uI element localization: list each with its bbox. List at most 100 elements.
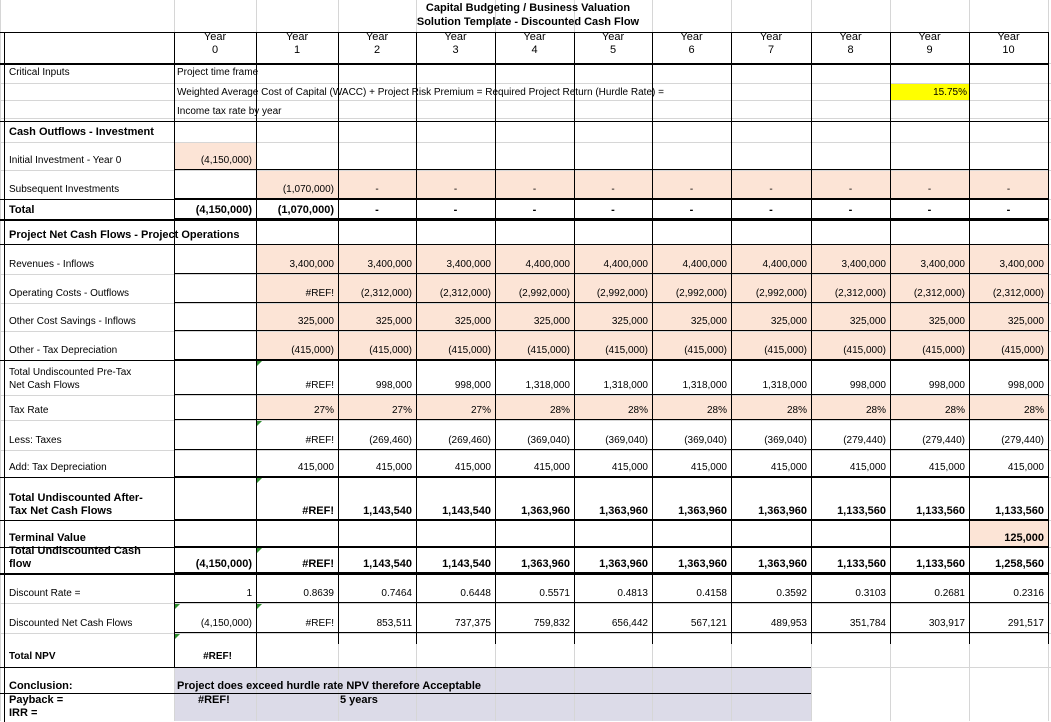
cell-taxrate-year-9[interactable]: 28%: [944, 405, 965, 416]
cell-discrate-year-3[interactable]: 0.6448: [460, 588, 491, 599]
cell-total-year-4[interactable]: -: [532, 204, 537, 216]
cell-taxes-year-9[interactable]: (279,440): [922, 435, 965, 446]
cell-savings-year-2[interactable]: 325,000: [375, 316, 412, 327]
cell-discrate-year-9[interactable]: 0.2681: [934, 588, 965, 599]
cell-opcosts-year-7[interactable]: (2,992,000): [755, 288, 807, 299]
cell-adddep-year-7[interactable]: 415,000: [770, 462, 807, 473]
cell-totalcash-year-1[interactable]: #REF!: [302, 558, 334, 570]
cell-taxes-year-5[interactable]: (369,040): [605, 435, 648, 446]
cell-taxes-year-8[interactable]: (279,440): [843, 435, 886, 446]
cell-discrate-year-0[interactable]: 1: [246, 588, 252, 599]
cell-discrate-year-4[interactable]: 0.5571: [539, 588, 570, 599]
cell-taxdep-year-3[interactable]: (415,000): [448, 345, 491, 356]
cell-aftertax-year-1[interactable]: #REF!: [302, 505, 334, 517]
total-npv-value[interactable]: #REF!: [203, 651, 232, 662]
cell-total-year-2[interactable]: -: [375, 204, 379, 216]
cell-taxdep-year-1[interactable]: (415,000): [291, 345, 334, 356]
cell-savings-year-1[interactable]: 325,000: [297, 316, 334, 327]
cell-totalcash-year-7[interactable]: 1,363,960: [758, 558, 807, 570]
cell-discrate-year-10[interactable]: 0.2316: [1013, 588, 1044, 599]
cell-revenues-year-8[interactable]: 3,400,000: [841, 259, 887, 270]
cell-revenues-year-6[interactable]: 4,400,000: [682, 259, 728, 270]
cell-discrate-year-1[interactable]: 0.8639: [303, 588, 334, 599]
cell-pretax-year-6[interactable]: 1,318,000: [682, 380, 728, 391]
cell-adddep-year-3[interactable]: 415,000: [454, 462, 491, 473]
cell-discounted-year-0[interactable]: (4,150,000): [200, 618, 252, 629]
cell-adddep-year-2[interactable]: 415,000: [375, 462, 412, 473]
cell-savings-year-5[interactable]: 325,000: [611, 316, 648, 327]
cell-revenues-year-7[interactable]: 4,400,000: [762, 259, 808, 270]
cell-taxes-year-7[interactable]: (369,040): [764, 435, 807, 446]
cell-totalcash-year-2[interactable]: 1,143,540: [363, 558, 412, 570]
cell-revenues-year-10[interactable]: 3,400,000: [999, 259, 1045, 270]
cell-adddep-year-10[interactable]: 415,000: [1007, 462, 1044, 473]
cell-pretax-year-10[interactable]: 998,000: [1007, 380, 1044, 391]
cell-subsequent-year-1[interactable]: (1,070,000): [282, 184, 334, 195]
cell-aftertax-year-8[interactable]: 1,133,560: [837, 505, 886, 517]
payback-value[interactable]: #REF!: [198, 694, 230, 706]
cell-taxdep-year-10[interactable]: (415,000): [1001, 345, 1044, 356]
cell-revenues-year-3[interactable]: 3,400,000: [446, 259, 492, 270]
cell-aftertax-year-5[interactable]: 1,363,960: [599, 505, 648, 517]
cell-taxes-year-3[interactable]: (269,460): [448, 435, 491, 446]
cell-pretax-year-9[interactable]: 998,000: [928, 380, 965, 391]
cell-total-year-5[interactable]: -: [611, 204, 615, 216]
cell-adddep-year-4[interactable]: 415,000: [533, 462, 570, 473]
cell-revenues-year-9[interactable]: 3,400,000: [920, 259, 966, 270]
cell-totalcash-year-8[interactable]: 1,133,560: [837, 558, 886, 570]
cell-taxes-year-2[interactable]: (269,460): [369, 435, 412, 446]
cell-revenues-year-2[interactable]: 3,400,000: [367, 259, 413, 270]
cell-adddep-year-6[interactable]: 415,000: [690, 462, 727, 473]
cell-revenues-year-4[interactable]: 4,400,000: [525, 259, 571, 270]
cell-savings-year-9[interactable]: 325,000: [928, 316, 965, 327]
cell-discounted-year-3[interactable]: 737,375: [454, 618, 491, 629]
hurdle-rate-value[interactable]: 15.75%: [933, 87, 967, 98]
cell-opcosts-year-3[interactable]: (2,312,000): [439, 288, 491, 299]
cell-savings-year-4[interactable]: 325,000: [533, 316, 570, 327]
cell-savings-year-3[interactable]: 325,000: [454, 316, 491, 327]
cell-total-year-1[interactable]: (1,070,000): [277, 204, 334, 216]
cell-taxes-year-4[interactable]: (369,040): [527, 435, 570, 446]
cell-totalcash-year-5[interactable]: 1,363,960: [599, 558, 648, 570]
cell-taxdep-year-9[interactable]: (415,000): [922, 345, 965, 356]
cell-taxrate-year-6[interactable]: 28%: [706, 405, 727, 416]
cell-discounted-year-8[interactable]: 351,784: [849, 618, 886, 629]
cell-subsequent-year-7[interactable]: -: [769, 184, 773, 195]
cell-taxdep-year-5[interactable]: (415,000): [605, 345, 648, 356]
cell-total-year-9[interactable]: -: [927, 204, 932, 216]
cell-aftertax-year-2[interactable]: 1,143,540: [363, 505, 412, 517]
cell-savings-year-8[interactable]: 325,000: [849, 316, 886, 327]
cell-discounted-year-6[interactable]: 567,121: [690, 618, 727, 629]
cell-discrate-year-6[interactable]: 0.4158: [696, 588, 727, 599]
cell-pretax-year-1[interactable]: #REF!: [305, 380, 334, 391]
cell-taxrate-year-5[interactable]: 28%: [627, 405, 648, 416]
cell-discounted-year-2[interactable]: 853,511: [376, 618, 412, 629]
cell-aftertax-year-7[interactable]: 1,363,960: [758, 505, 807, 517]
cell-subsequent-year-9[interactable]: -: [927, 184, 932, 195]
cell-opcosts-year-2[interactable]: (2,312,000): [360, 288, 412, 299]
cell-adddep-year-8[interactable]: 415,000: [849, 462, 886, 473]
cell-aftertax-year-3[interactable]: 1,143,540: [442, 505, 491, 517]
cell-taxrate-year-3[interactable]: 27%: [470, 405, 491, 416]
cell-discrate-year-7[interactable]: 0.3592: [776, 588, 807, 599]
cell-adddep-year-1[interactable]: 415,000: [297, 462, 334, 473]
cell-aftertax-year-6[interactable]: 1,363,960: [678, 505, 727, 517]
cell-totalcash-year-0[interactable]: (4,150,000): [195, 558, 252, 570]
cell-savings-year-10[interactable]: 325,000: [1007, 316, 1044, 327]
cell-total-year-8[interactable]: -: [848, 204, 853, 216]
cell-adddep-year-9[interactable]: 415,000: [928, 462, 965, 473]
cell-totalcash-year-3[interactable]: 1,143,540: [442, 558, 491, 570]
cell-totalcash-year-6[interactable]: 1,363,960: [678, 558, 727, 570]
cell-pretax-year-8[interactable]: 998,000: [849, 380, 886, 391]
cell-discounted-year-10[interactable]: 291,517: [1007, 618, 1044, 629]
cell-taxrate-year-1[interactable]: 27%: [313, 405, 334, 416]
cell-opcosts-year-10[interactable]: (2,312,000): [992, 288, 1044, 299]
cell-opcosts-year-6[interactable]: (2,992,000): [675, 288, 727, 299]
cell-subsequent-year-6[interactable]: -: [689, 184, 694, 195]
cell-discrate-year-2[interactable]: 0.7464: [381, 588, 412, 599]
cell-revenues-year-5[interactable]: 4,400,000: [603, 259, 649, 270]
cell-taxdep-year-8[interactable]: (415,000): [843, 345, 886, 356]
cell-discounted-year-7[interactable]: 489,953: [770, 618, 807, 629]
cell-total-year-0[interactable]: (4,150,000): [195, 204, 252, 216]
